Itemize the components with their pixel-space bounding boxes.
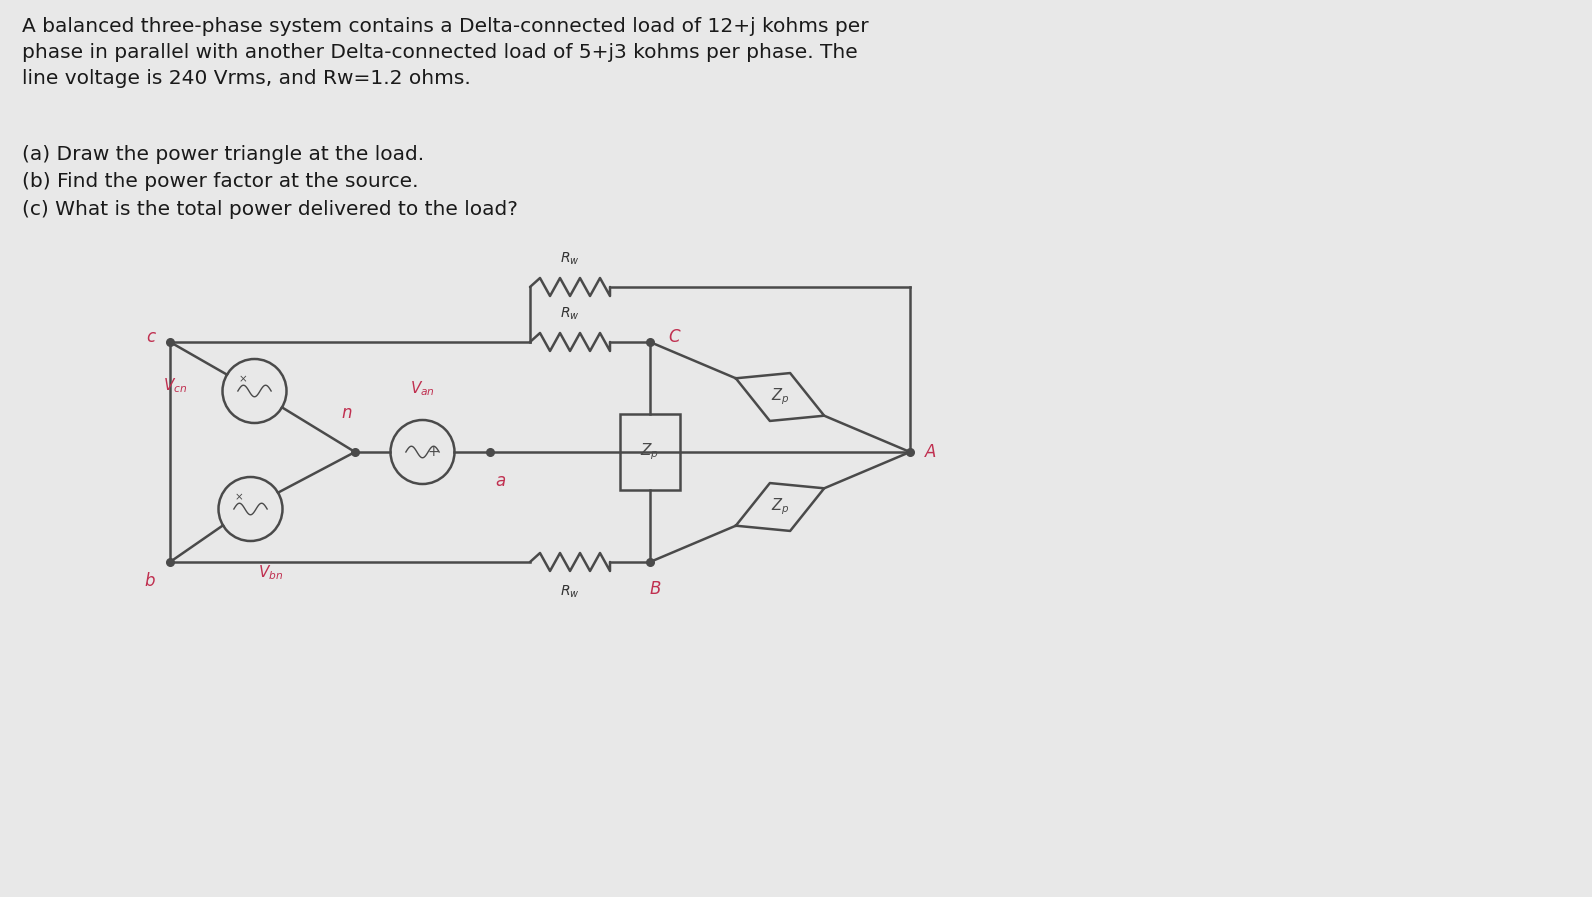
Text: $Z_p$: $Z_p$ [771,497,790,518]
Text: $R_w$: $R_w$ [560,584,579,600]
Text: c: c [146,328,154,346]
Text: n: n [342,404,352,422]
Text: $Z_p$: $Z_p$ [640,441,659,462]
Text: a: a [495,472,505,490]
Text: b: b [145,572,154,590]
Text: A: A [925,443,936,461]
Text: ×: × [239,374,248,384]
Text: (a) Draw the power triangle at the load.
(b) Find the power factor at the source: (a) Draw the power triangle at the load.… [22,145,517,219]
Text: $Z_p$: $Z_p$ [771,387,790,407]
Bar [619,414,680,490]
Text: $V_{an}$: $V_{an}$ [411,379,435,398]
Text: +: + [428,445,439,459]
Text: C: C [669,328,680,346]
Text: A balanced three-phase system contains a Delta-connected load of 12+j kohms per
: A balanced three-phase system contains a… [22,17,869,88]
Text: $V_{bn}$: $V_{bn}$ [258,563,283,581]
Text: B: B [650,580,661,598]
Text: $R_w$: $R_w$ [560,250,579,267]
Text: ×: × [236,492,244,501]
Text: $V_{cn}$: $V_{cn}$ [164,377,188,396]
Text: $R_w$: $R_w$ [560,306,579,322]
